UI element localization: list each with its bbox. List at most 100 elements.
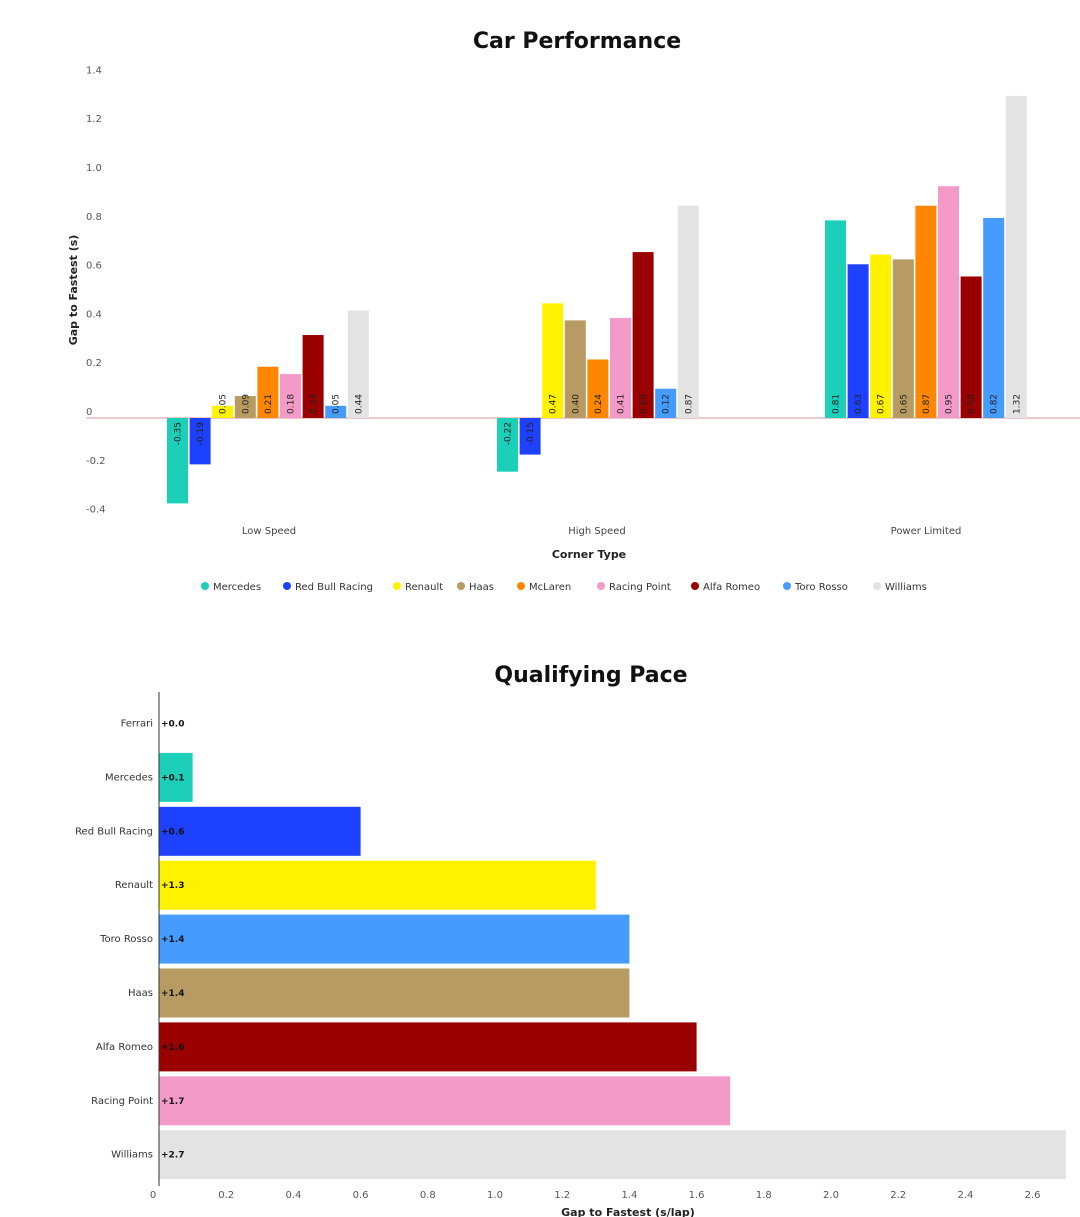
y-axis-title: Gap to Fastest (s) [67, 235, 80, 346]
category-label: Low Speed [242, 526, 296, 537]
data-label: 0.82 [990, 394, 1000, 414]
y-tick-label: 1.0 [86, 163, 102, 174]
x-tick-label: 2.0 [823, 1190, 839, 1201]
x-axis-title: Gap to Fastest (s/lap) [561, 1206, 695, 1217]
data-label: 0.44 [354, 394, 364, 414]
bar [159, 1130, 1066, 1180]
y-tick-label: -0.4 [86, 505, 106, 516]
x-tick-label: 1.2 [554, 1190, 570, 1201]
category-label: Alfa Romeo [96, 1042, 153, 1053]
legend-swatch [873, 582, 881, 590]
bar [610, 317, 631, 418]
bar [159, 968, 630, 1018]
bar-row: Racing Point +1.7 [91, 1076, 731, 1126]
x-tick-label: 0 [150, 1190, 156, 1201]
series-mercedes: -0.35 -0.22 0.81 [167, 220, 846, 504]
data-label: 0.81 [832, 394, 842, 414]
y-tick-label: 0.6 [86, 261, 102, 272]
category-label: Toro Rosso [99, 934, 153, 945]
bar [325, 405, 347, 418]
legend-swatch [691, 582, 699, 590]
y-tick-label: 1.2 [86, 114, 102, 125]
bar [159, 1022, 697, 1072]
data-label: +1.4 [161, 935, 184, 945]
data-label: 0.41 [617, 394, 627, 414]
legend-item: Red Bull Racing [283, 582, 373, 593]
bar [892, 259, 914, 418]
bar-series-group: -0.35 -0.22 0.81 -0.19 -0.15 0.63 0.05 0.47 0.67… [167, 95, 1027, 504]
bar [632, 252, 654, 418]
legend-label: Alfa Romeo [703, 582, 760, 593]
bar-row: Ferrari +0.0 [121, 719, 185, 730]
data-label: 0.09 [241, 394, 251, 414]
bar [564, 320, 586, 418]
bar [655, 388, 677, 418]
bar-row: Red Bull Racing +0.6 [75, 806, 361, 856]
legend-item: Toro Rosso [783, 582, 848, 593]
bar [189, 418, 211, 465]
bar-row: Renault +1.3 [115, 860, 596, 910]
series-red-bull-racing: -0.19 -0.15 0.63 [189, 264, 869, 465]
data-label: 0.67 [877, 394, 887, 414]
data-label: +1.7 [161, 1097, 184, 1107]
category-label: Williams [111, 1150, 153, 1161]
data-label: 0.21 [264, 394, 274, 414]
y-tick-label: 0.2 [86, 358, 102, 369]
data-label: +1.4 [161, 989, 184, 999]
legend-item: Haas [457, 582, 494, 593]
bar [159, 914, 630, 964]
bar [938, 186, 959, 418]
legend-swatch [783, 582, 791, 590]
data-label: +1.3 [161, 881, 184, 891]
x-axis-categories: Low Speed High Speed Power Limited [242, 526, 961, 537]
data-label: -0.35 [174, 422, 184, 445]
legend-item: Williams [873, 582, 927, 593]
bar [825, 220, 846, 418]
x-tick-label: 0.6 [353, 1190, 369, 1201]
series-mclaren: 0.21 0.24 0.87 [257, 205, 937, 418]
legend-label: Haas [469, 582, 494, 593]
bar [159, 806, 361, 856]
legend-swatch [517, 582, 525, 590]
bar [519, 418, 541, 455]
series-alfa-romeo: 0.34 0.68 0.58 [302, 252, 982, 418]
data-label: +0.0 [161, 720, 184, 730]
bar [587, 359, 609, 418]
legend-label: McLaren [529, 582, 571, 593]
legend-label: Red Bull Racing [295, 582, 373, 593]
legend-item: Racing Point [597, 582, 671, 593]
car-performance-chart: Car Performance 1.4 1.2 1.0 0.8 0.6 0.4 0.2 0 -0… [67, 29, 1080, 593]
bar [677, 205, 699, 418]
legend-item: Mercedes [201, 582, 261, 593]
bar-row: Haas +1.4 [128, 968, 630, 1018]
series-racing-point: 0.18 0.41 0.95 [280, 186, 959, 418]
legend-swatch [597, 582, 605, 590]
legend-item: Alfa Romeo [691, 582, 760, 593]
x-tick-label: 1.0 [487, 1190, 503, 1201]
data-label: +0.1 [161, 773, 184, 783]
series-toro-rosso: 0.05 0.12 0.82 [325, 217, 1005, 418]
bar [870, 254, 892, 418]
x-tick-label: 1.8 [756, 1190, 772, 1201]
chart-title: Car Performance [473, 29, 681, 54]
bar [915, 205, 937, 418]
bar [159, 1076, 731, 1126]
bar [257, 366, 279, 418]
legend-swatch [393, 582, 401, 590]
series-williams: 0.44 0.87 1.32 [347, 95, 1027, 419]
x-tick-label: 2.2 [890, 1190, 906, 1201]
legend-label: Racing Point [609, 582, 671, 593]
x-tick-label: 2.4 [957, 1190, 973, 1201]
category-label: Racing Point [91, 1096, 153, 1107]
bar [983, 217, 1005, 418]
bar [234, 396, 256, 418]
data-label: 0.68 [639, 394, 649, 414]
bar-row: Williams +2.7 [111, 1130, 1066, 1180]
data-label: 0.87 [922, 394, 932, 414]
data-label: -0.15 [526, 422, 536, 445]
data-label: 0.12 [662, 394, 672, 414]
data-label: 0.05 [332, 394, 342, 414]
x-tick-label: 0.4 [285, 1190, 301, 1201]
legend-item: McLaren [517, 582, 571, 593]
legend-label: Mercedes [213, 582, 261, 593]
